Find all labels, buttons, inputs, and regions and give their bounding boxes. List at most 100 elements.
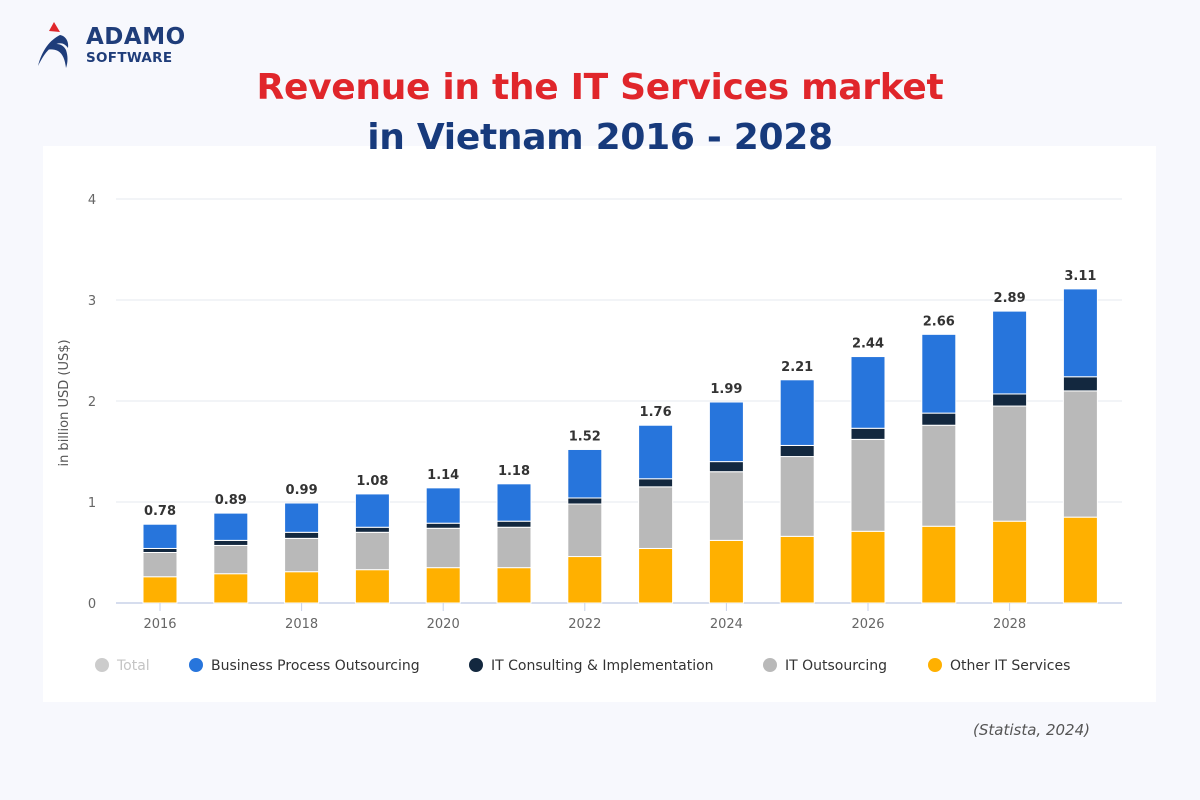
bar-stack: [638, 424, 674, 604]
bar-segment: [779, 444, 815, 458]
bar-segment: [142, 576, 178, 604]
chart-panel: [43, 146, 1156, 702]
logo-subname: SOFTWARE: [86, 50, 173, 66]
bar-segment: [992, 393, 1028, 407]
bar-segment: [1062, 516, 1098, 604]
gridlines: [116, 198, 1122, 604]
bar-segment: [567, 503, 603, 558]
bar-segment: [850, 530, 886, 604]
total-label: 2.44: [852, 337, 884, 352]
bar-stack: [142, 523, 178, 604]
legend-marker-icon: [928, 658, 942, 672]
source-citation: (Statista, 2024): [973, 721, 1090, 739]
bar-segment: [213, 544, 249, 575]
y-tick-label: 4: [88, 193, 96, 208]
bar-segment: [496, 483, 532, 522]
bar-stack: [708, 401, 744, 604]
bar-segment: [1062, 390, 1098, 518]
bar-segment: [638, 486, 674, 549]
bar-segment: [284, 537, 320, 573]
bar-segment: [142, 547, 178, 554]
bar-segment: [921, 424, 957, 527]
legend-label: IT Outsourcing: [785, 658, 887, 674]
bar-segment: [213, 539, 249, 546]
total-label: 2.21: [781, 360, 813, 375]
total-label: 0.78: [144, 504, 176, 519]
bar-stack: [779, 379, 815, 604]
x-tick-label: 2016: [143, 617, 176, 632]
logo-name: ADAMO: [86, 24, 186, 50]
bar-segment: [142, 552, 178, 578]
x-tick-label: 2024: [710, 617, 743, 632]
bar-segment: [921, 333, 957, 414]
bar-segment: [708, 401, 744, 463]
bar-segment: [567, 556, 603, 604]
bar-segment: [638, 547, 674, 604]
y-tick-label: 0: [88, 597, 96, 612]
bar-segment: [992, 520, 1028, 604]
bar-segment: [921, 412, 957, 426]
y-tick-label: 2: [88, 395, 96, 410]
x-tick-label: 2022: [568, 617, 601, 632]
legend-item[interactable]: IT Outsourcing: [763, 658, 887, 674]
legend-marker-icon: [763, 658, 777, 672]
bar-segment: [354, 569, 390, 604]
bar-stack: [284, 502, 320, 604]
logo-mark-icon: [38, 22, 69, 68]
bar-segment: [638, 478, 674, 488]
total-label: 0.89: [215, 493, 247, 508]
total-labels: 0.78 0.89 0.99 1.08 1.14 1.18 1.52 1.76 1.99 2.21…: [144, 269, 1096, 519]
legend-marker-icon: [95, 658, 109, 672]
legend-item[interactable]: IT Consulting & Implementation: [469, 658, 714, 674]
title-line-1: Revenue in the IT Services market: [256, 67, 944, 108]
bar-segment: [284, 531, 320, 539]
total-label: 1.99: [710, 382, 742, 397]
total-label: 2.66: [923, 314, 955, 329]
bar-segment: [850, 427, 886, 440]
x-axis-ticks: 2016 2018 2020 2022 2024 2026 2028: [143, 603, 1026, 632]
bar-stack: [496, 483, 532, 604]
total-label: 1.52: [569, 429, 601, 444]
title-line-2: in Vietnam 2016 - 2028: [367, 117, 833, 158]
bar-stack: [921, 333, 957, 604]
bar-segment: [425, 527, 461, 569]
bar-segment: [779, 535, 815, 604]
x-tick-label: 2026: [851, 617, 884, 632]
bar-segment: [425, 522, 461, 529]
bar-segment: [921, 525, 957, 604]
bars: [142, 288, 1098, 604]
bar-segment: [708, 539, 744, 604]
x-tick-label: 2018: [285, 617, 318, 632]
bar-segment: [213, 573, 249, 604]
bar-segment: [1062, 288, 1098, 378]
legend-item[interactable]: Other IT Services: [928, 658, 1070, 674]
y-axis-label: in billion USD (US$): [57, 339, 72, 466]
legend-marker-icon: [189, 658, 203, 672]
bar-segment: [496, 520, 532, 528]
bar-segment: [142, 523, 178, 549]
legend-item[interactable]: Total: [95, 658, 150, 674]
bar-segment: [992, 310, 1028, 395]
adamo-logo: ADAMO SOFTWARE: [36, 20, 206, 72]
bar-segment: [354, 531, 390, 571]
bar-segment: [354, 493, 390, 528]
y-tick-label: 1: [88, 496, 96, 511]
legend-label: Other IT Services: [950, 658, 1070, 674]
bar-segment: [567, 497, 603, 505]
bar-segment: [213, 512, 249, 541]
y-axis-ticks: 0 1 2 3 4: [88, 193, 96, 612]
total-label: 0.99: [286, 483, 318, 498]
total-label: 1.18: [498, 464, 530, 479]
bar-segment: [638, 424, 674, 480]
bar-stack: [1062, 288, 1098, 604]
bar-stack: [213, 512, 249, 604]
legend-item[interactable]: Business Process Outsourcing: [189, 658, 420, 674]
bar-segment: [496, 526, 532, 569]
bar-segment: [779, 379, 815, 446]
bar-segment: [708, 471, 744, 541]
bar-segment: [992, 405, 1028, 522]
legend-marker-icon: [469, 658, 483, 672]
total-label: 3.11: [1064, 269, 1096, 284]
bar-stack: [567, 448, 603, 604]
